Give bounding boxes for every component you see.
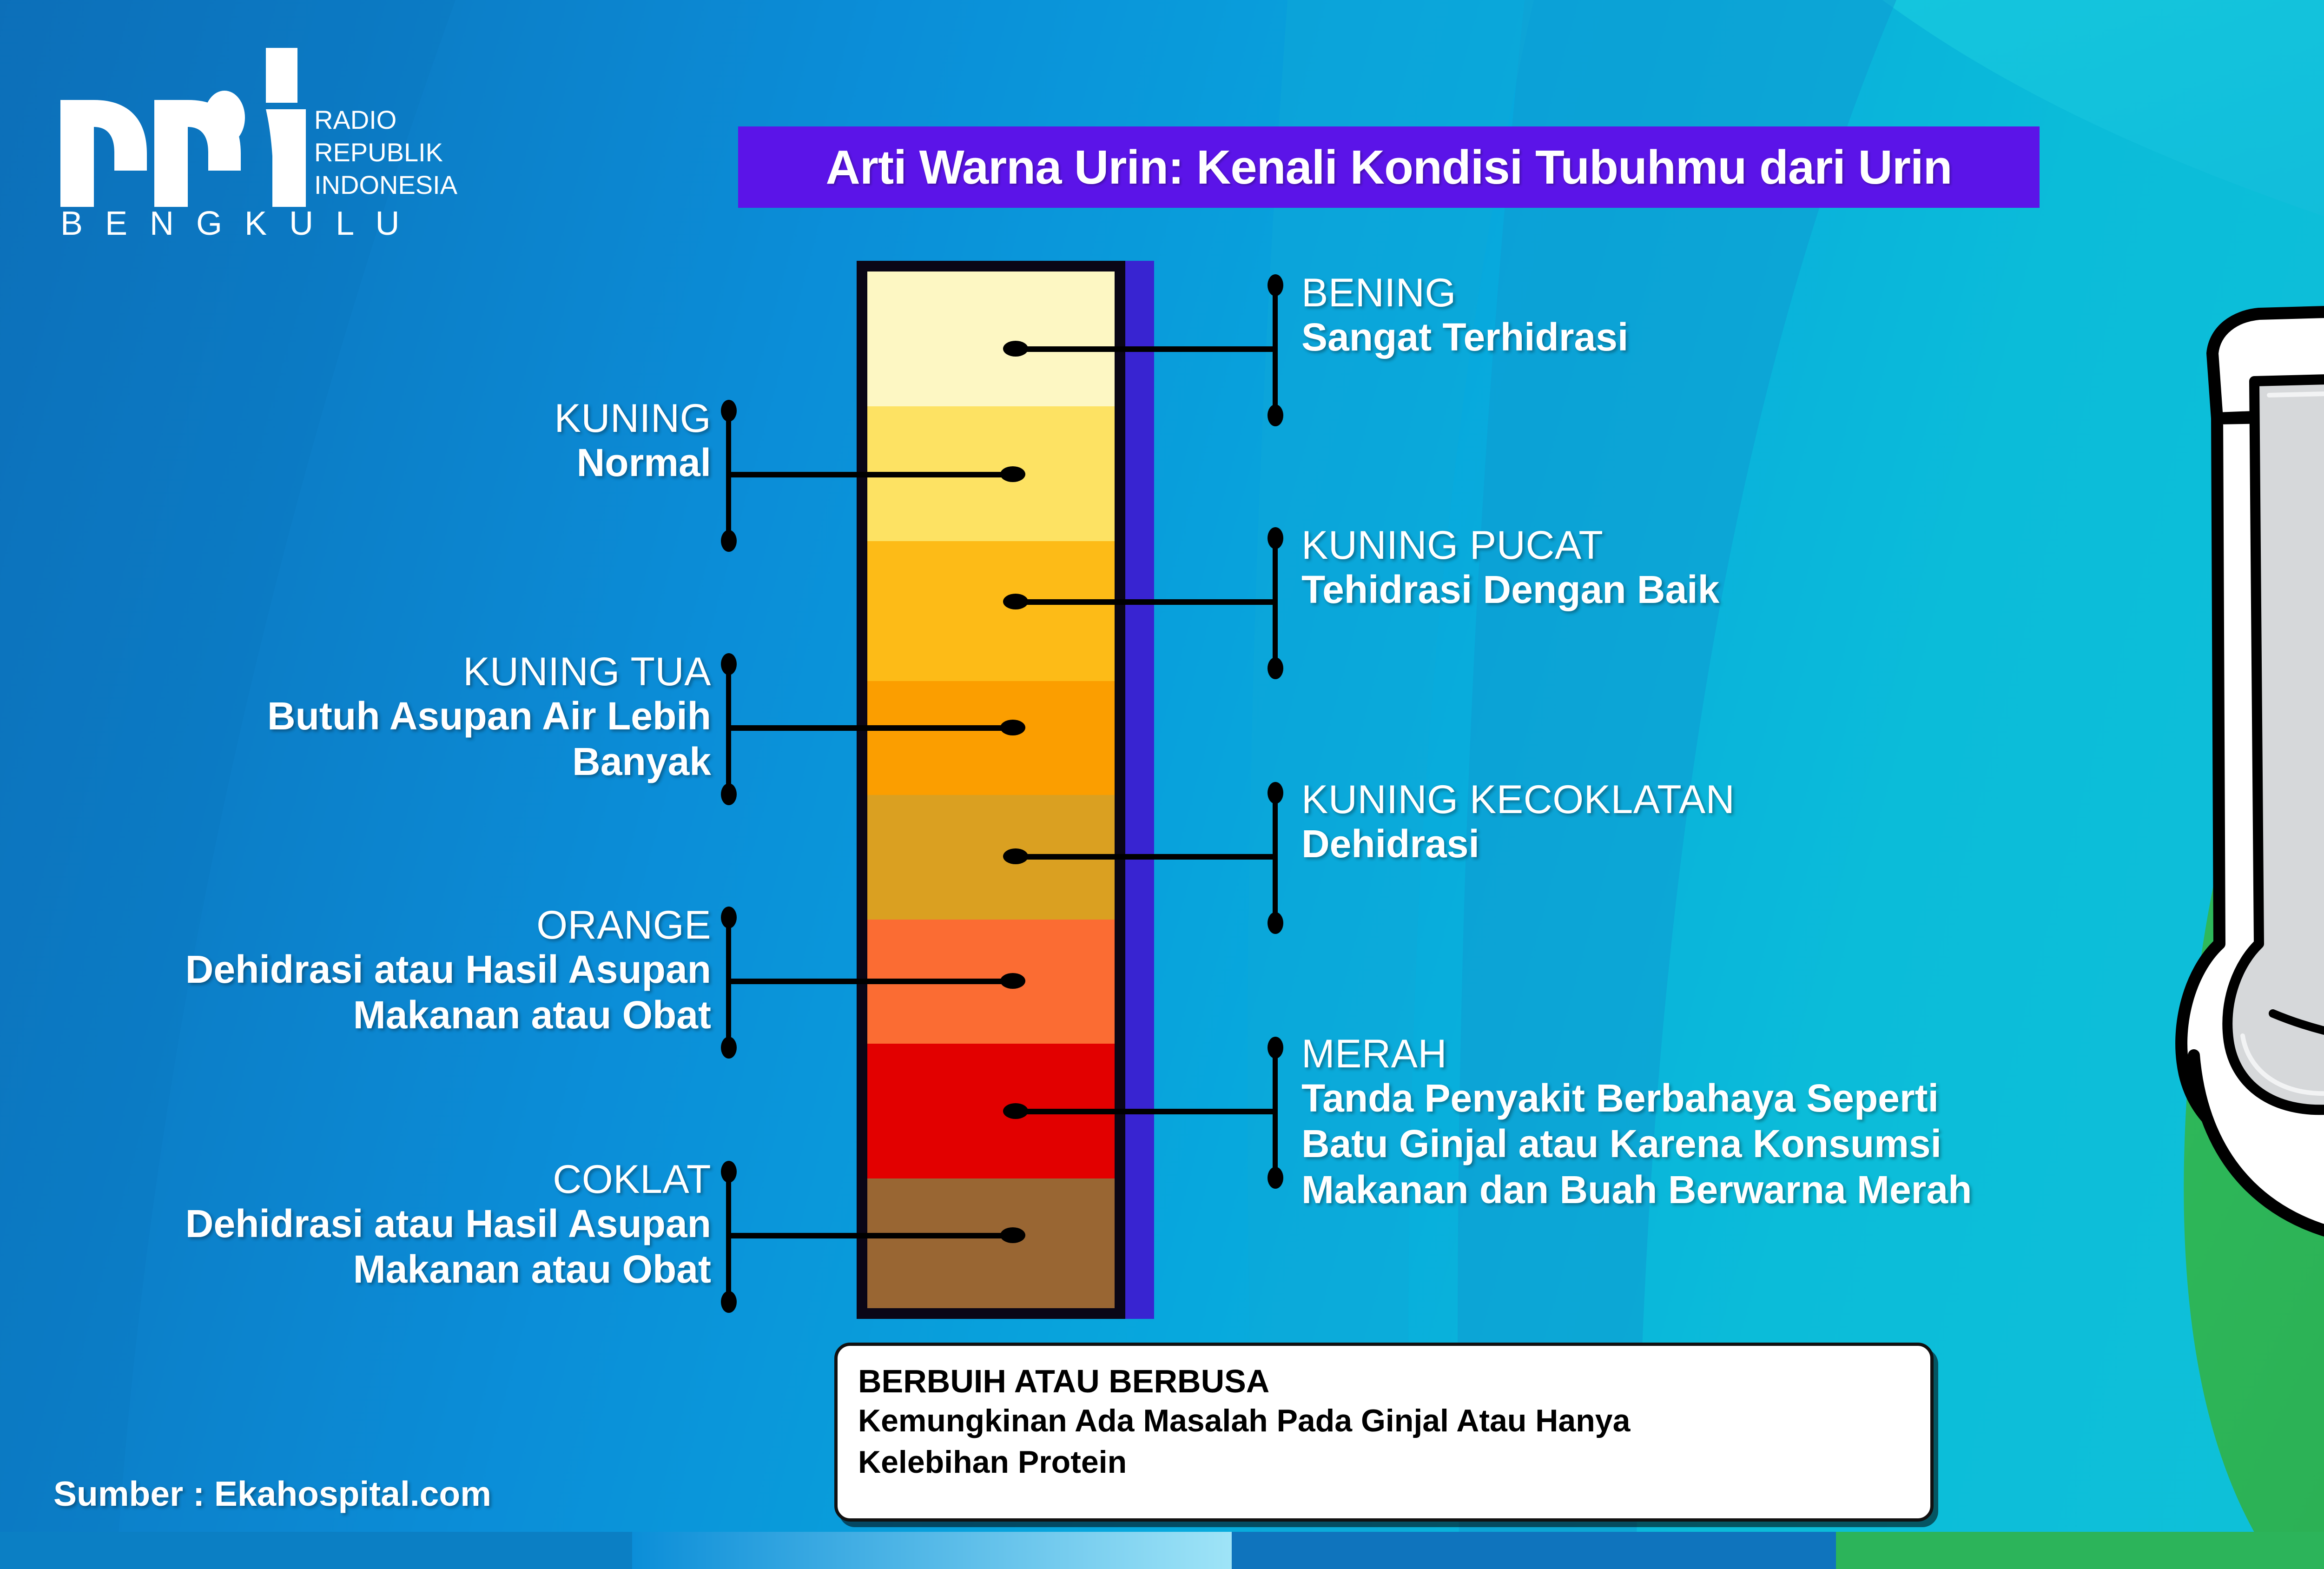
- label-kuning-pucat-head: KUNING PUCAT: [1301, 523, 1604, 568]
- foam-note-card: BERBUIH ATAU BERBUSA Kemungkinan Ada Mas…: [834, 1343, 1934, 1522]
- logo-line-republik: REPUBLIK: [314, 138, 443, 167]
- label-orange-sub-2: Makanan atau Obat: [353, 993, 711, 1037]
- label-orange: ORANGE Dehidrasi atau Hasil Asupan Makan…: [93, 904, 711, 1038]
- label-kuning-pucat-sub-1: Tehidrasi Dengan Baik: [1301, 568, 1720, 612]
- label-kuning-pucat: KUNING PUCAT Tehidrasi Dengan Baik: [1301, 524, 2185, 612]
- label-kuning: KUNING Normal: [93, 397, 711, 485]
- label-coklat-head: COKLAT: [553, 1157, 711, 1202]
- label-coklat-sub-2: Makanan atau Obat: [353, 1247, 711, 1291]
- label-kuning-kecoklatan-sub-1: Dehidrasi: [1301, 822, 1479, 866]
- label-merah-head: MERAH: [1301, 1032, 1447, 1076]
- logo-station-bengkulu: B E N G K U L U: [60, 205, 406, 239]
- title-banner: Arti Warna Urin: Kenali Kondisi Tubuhmu …: [738, 126, 2040, 208]
- rri-bengkulu-logo: RADIO REPUBLIK INDONESIA B E N G K U L U: [56, 44, 521, 239]
- label-merah-sub-1: Tanda Penyakit Berbahaya Seperti: [1301, 1076, 1939, 1120]
- label-coklat-sub-1: Dehidrasi atau Hasil Asupan: [185, 1202, 711, 1246]
- source-credit: Sumber : Ekahospital.com: [53, 1474, 491, 1513]
- band-kuning-tua: [867, 681, 1115, 795]
- note-title: BERBUIH ATAU BERBUSA: [858, 1363, 1270, 1399]
- urine-color-scale: [857, 261, 1154, 1319]
- label-merah-sub-2: Batu Ginjal atau Karena Konsumsi: [1301, 1122, 1941, 1166]
- label-kuning-head: KUNING: [554, 396, 711, 441]
- label-merah-sub-3: Makanan dan Buah Berwarna Merah: [1301, 1167, 1972, 1212]
- logo-line-indonesia: INDONESIA: [314, 170, 458, 199]
- label-orange-sub-1: Dehidrasi atau Hasil Asupan: [185, 947, 711, 992]
- label-orange-head: ORANGE: [536, 903, 711, 947]
- label-kuning-tua-sub-1: Butuh Asupan Air Lebih: [267, 694, 711, 738]
- note-body-line-2: Kelebihan Protein: [858, 1444, 1127, 1480]
- label-coklat: COKLAT Dehidrasi atau Hasil Asupan Makan…: [93, 1157, 711, 1292]
- note-body-line-1: Kemungkinan Ada Masalah Pada Ginjal Atau…: [858, 1403, 1631, 1438]
- scale-bands: [867, 271, 1115, 1308]
- logo-line-radio: RADIO: [314, 105, 396, 134]
- label-kuning-tua-sub-2: Banyak: [572, 740, 711, 784]
- band-coklat: [867, 1178, 1115, 1308]
- label-bening-head: BENING: [1301, 271, 1456, 315]
- label-merah: MERAH Tanda Penyakit Berbahaya Seperti B…: [1301, 1033, 2073, 1212]
- band-kuning-pucat: [867, 541, 1115, 681]
- page-title: Arti Warna Urin: Kenali Kondisi Tubuhmu …: [825, 140, 1952, 194]
- label-bening: BENING Sangat Terhidrasi: [1301, 271, 2185, 360]
- urinal-illustration: [2119, 200, 2324, 1339]
- label-kuning-kecoklatan: KUNING KECOKLATAN Dehidrasi: [1301, 777, 2185, 867]
- label-kuning-tua: KUNING TUA Butuh Asupan Air Lebih Banyak: [93, 649, 711, 785]
- band-bening: [867, 271, 1115, 406]
- label-bening-sub-1: Sangat Terhidrasi: [1301, 315, 1629, 359]
- label-kuning-sub-1: Normal: [576, 441, 711, 485]
- label-kuning-tua-head: KUNING TUA: [463, 649, 711, 694]
- label-kuning-kecoklatan-head: KUNING KECOKLATAN: [1301, 777, 1735, 822]
